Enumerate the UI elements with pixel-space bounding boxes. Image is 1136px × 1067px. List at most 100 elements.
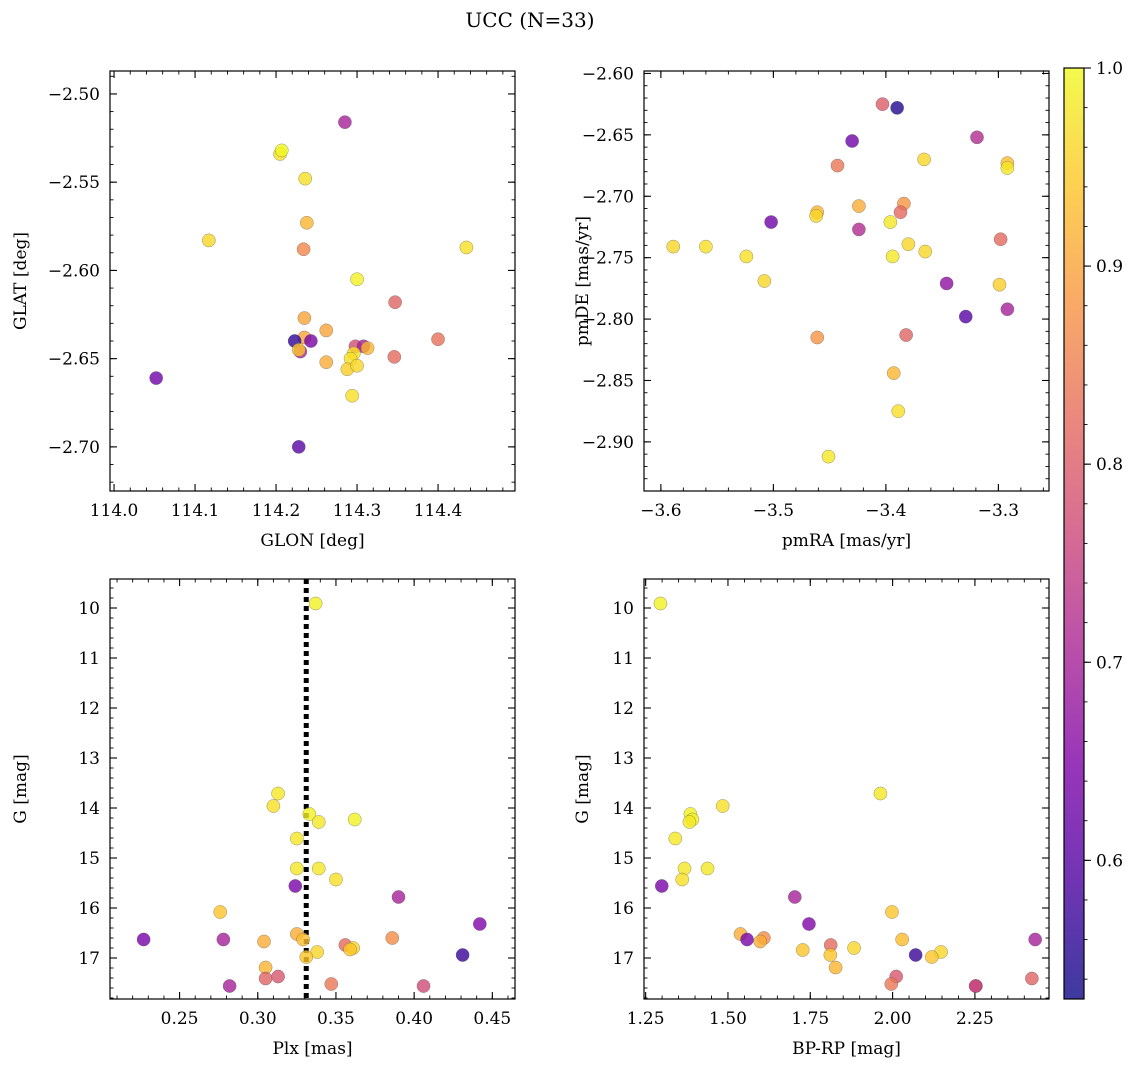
panel-pmra-pmde: −3.6 −3.5 −3.4 −3.3 −2.90 −2.85 −2.80 −2.75 −2.7…: [573, 64, 1050, 551]
x-tick-label: 1.75: [791, 1009, 829, 1029]
x-tick-label: 0.30: [239, 1009, 277, 1029]
scatter-point: [787, 890, 802, 904]
scatter-point: [883, 215, 898, 229]
scatter-point: [149, 371, 164, 385]
y-tick-label: 13: [612, 749, 634, 769]
y-tick-label: 16: [78, 899, 100, 919]
y-tick-label: 14: [612, 799, 634, 819]
scatter-point: [828, 960, 843, 975]
scatter-point: [852, 222, 866, 237]
scatter-point: [740, 932, 754, 947]
scatter-point: [213, 905, 228, 919]
scatter-point: [992, 277, 1007, 292]
x-tick-label: −3.5: [753, 501, 794, 521]
y-tick-label: 12: [612, 699, 634, 719]
scatter-point: [319, 355, 334, 370]
x-axis-label: GLON [deg]: [260, 531, 364, 551]
scatter-point: [455, 948, 470, 962]
scatter-point: [668, 831, 683, 846]
colorbar: 0.6 0.7 0.8 0.9 1.0: [1063, 59, 1123, 1000]
scatter-point: [739, 249, 754, 264]
y-tick-label: −2.90: [582, 433, 634, 453]
scatter-point: [297, 311, 312, 325]
x-tick-label: 0.35: [317, 1009, 355, 1029]
x-tick-label: 114.0: [90, 501, 139, 521]
y-axis-label: GLAT [deg]: [11, 232, 31, 330]
y-tick-label: −2.85: [582, 371, 634, 391]
x-tick-label: 114.2: [252, 501, 301, 521]
scatter-point: [290, 861, 304, 876]
y-tick-label: 11: [612, 649, 634, 669]
scatter-point: [311, 815, 326, 829]
x-tick-label: 114.3: [333, 501, 382, 521]
scatter-point: [918, 244, 933, 259]
axes-frame: [643, 70, 1050, 492]
scatter-point: [338, 115, 352, 130]
scatter-point: [810, 330, 825, 345]
scatter-point: [291, 440, 306, 454]
scatter-point: [682, 815, 697, 829]
scatter-point: [299, 215, 314, 230]
y-axis-label: G [mag]: [573, 754, 593, 823]
scatter-point: [699, 239, 713, 254]
scatter-point: [472, 917, 487, 931]
scatter-point: [345, 388, 360, 403]
scatter-point: [901, 237, 916, 252]
scatter-point: [654, 879, 669, 893]
scatter-point: [271, 969, 285, 984]
y-tick-label: 17: [78, 949, 100, 969]
scatter-point: [666, 239, 681, 254]
scatter-point: [968, 979, 983, 993]
colorbar-frame: [1063, 67, 1085, 1000]
scatter-point: [809, 209, 823, 223]
colorbar-tick-label: 1.0: [1096, 59, 1123, 79]
scatter-point: [136, 932, 151, 947]
y-tick-label: 11: [78, 649, 100, 669]
y-tick-label: 15: [612, 849, 634, 869]
scatter-point: [764, 215, 778, 229]
scatter-point: [823, 948, 838, 962]
y-axis-label: pmDE [mas/yr]: [573, 216, 593, 346]
scatter-point: [324, 977, 339, 991]
scatter-point: [873, 786, 888, 801]
axes-frame: [109, 578, 516, 1000]
scatter-point: [387, 350, 402, 364]
x-tick-label: 1.25: [627, 1009, 665, 1029]
axes-frame: [109, 70, 516, 492]
colorbar-tick-label: 0.7: [1096, 653, 1123, 673]
scatter-point: [802, 917, 816, 931]
x-tick-label: −3.3: [978, 501, 1019, 521]
y-tick-label: −2.75: [582, 249, 634, 269]
scatter-point: [385, 931, 400, 945]
scatter-point: [388, 295, 402, 310]
scatter-point: [266, 799, 281, 813]
colorbar-tick-label: 0.8: [1096, 455, 1123, 475]
x-tick-label: −3.4: [865, 501, 906, 521]
scatter-point: [216, 932, 231, 947]
scatter-point: [891, 404, 906, 419]
scatter-point: [296, 242, 311, 257]
y-tick-label: −2.50: [48, 85, 100, 105]
y-tick-label: 13: [78, 749, 100, 769]
y-axis-label: G [mag]: [11, 754, 31, 823]
x-axis-label: BP-RP [mag]: [792, 1039, 901, 1059]
scatter-point: [459, 240, 474, 255]
scatter-point: [1000, 302, 1015, 317]
scatter-point: [257, 934, 271, 949]
x-tick-label: 0.45: [473, 1009, 511, 1029]
scatter-point: [201, 233, 216, 248]
y-tick-label: 17: [612, 949, 634, 969]
scatter-point: [343, 942, 357, 957]
scatter-point: [675, 872, 690, 887]
y-tick-label: 15: [78, 849, 100, 869]
scatter-point: [288, 879, 303, 893]
scatter-point: [329, 872, 343, 887]
scatter-point: [830, 158, 845, 173]
colorbar-tick-label: 0.9: [1096, 257, 1123, 277]
scatter-point: [350, 272, 364, 287]
scatter-point: [795, 943, 810, 957]
x-tick-label: 114.1: [171, 501, 220, 521]
scatter-point: [884, 977, 899, 991]
scatter-point: [895, 932, 909, 947]
